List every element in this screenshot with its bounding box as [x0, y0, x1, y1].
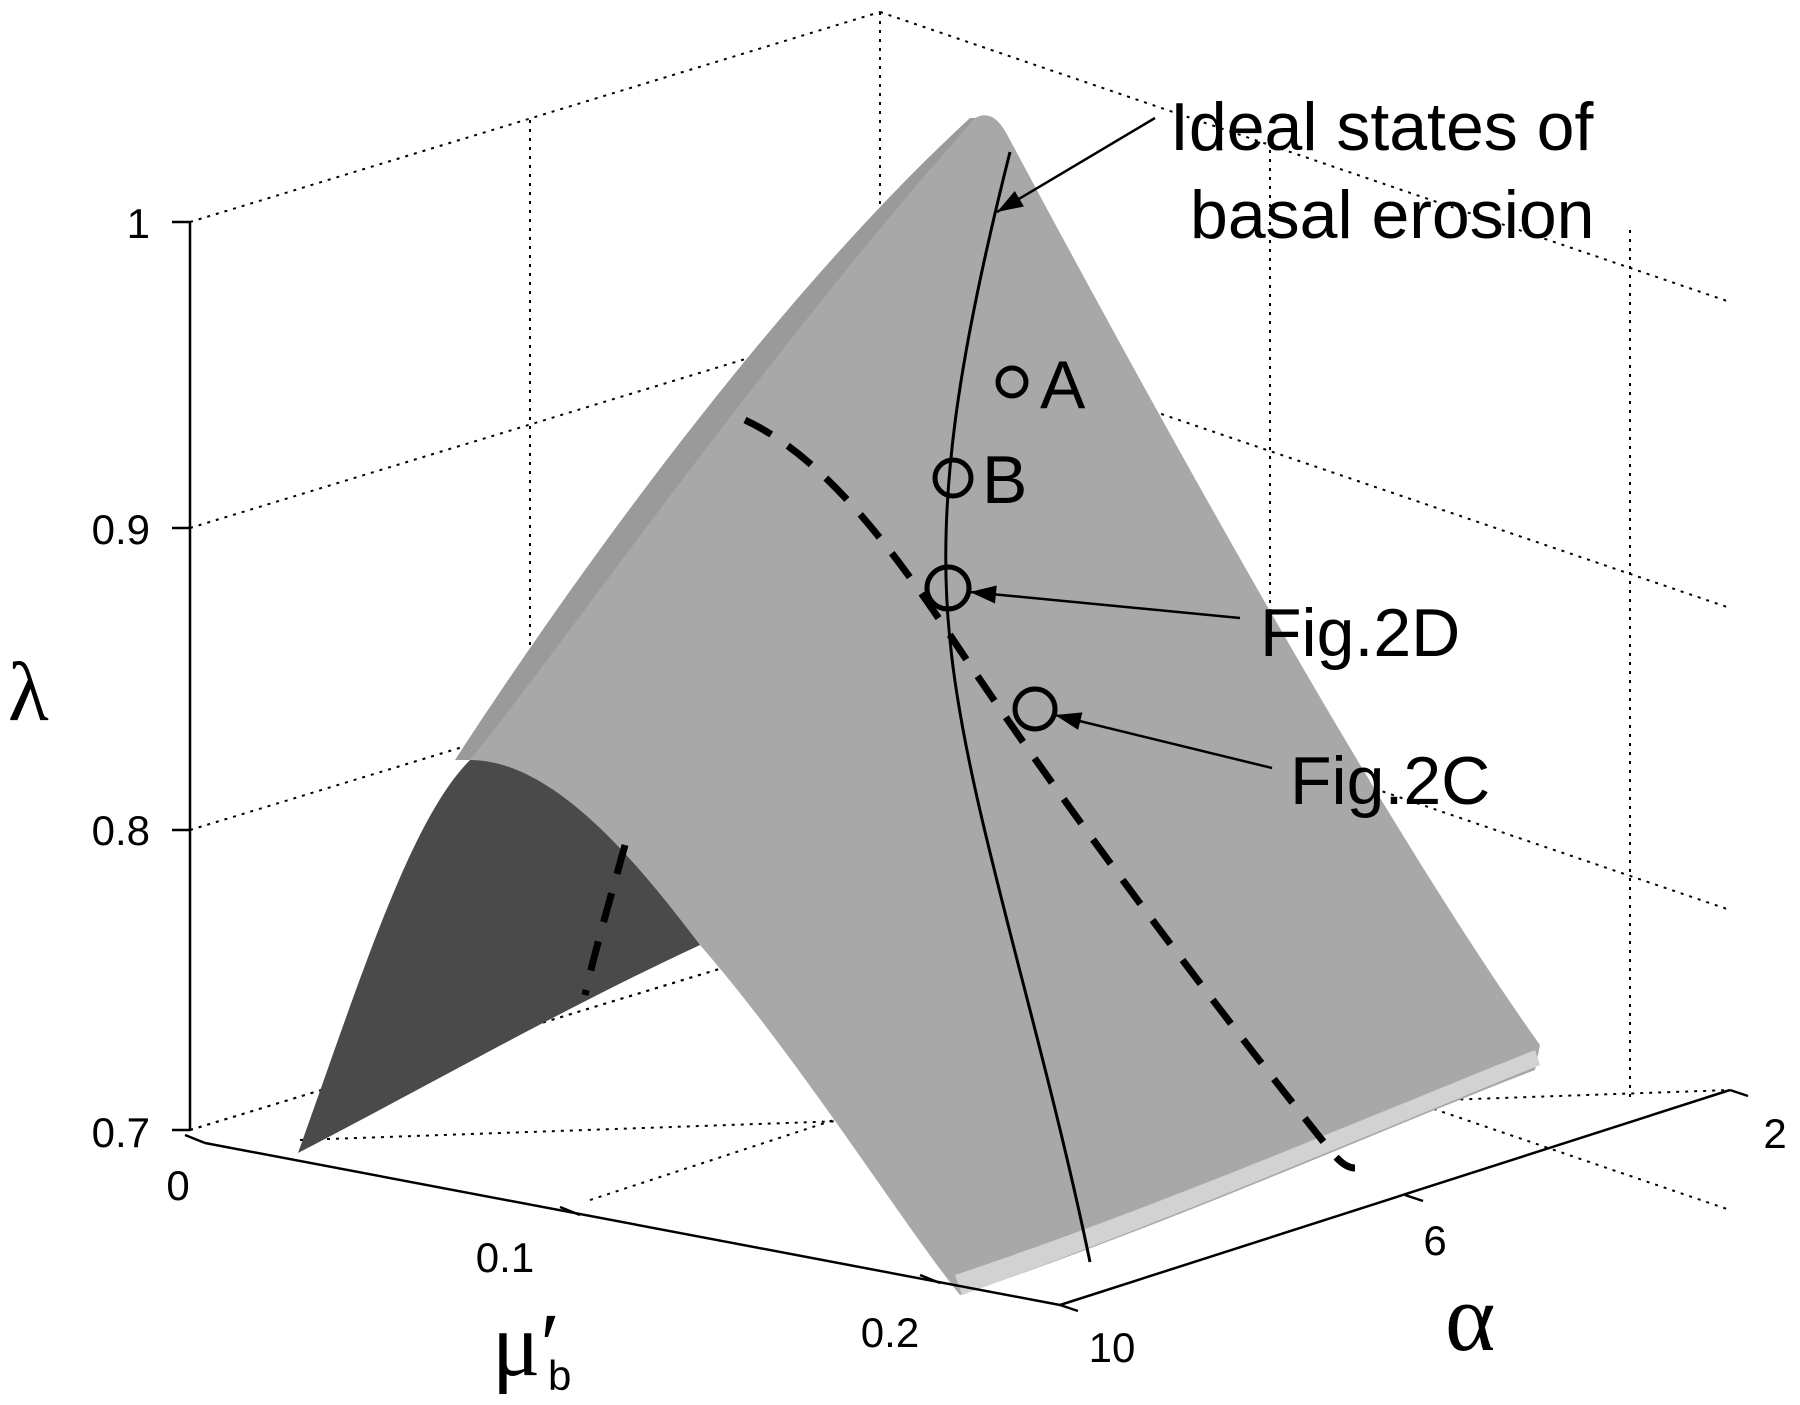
annotation-fig2c: Fig.2C [1290, 743, 1490, 819]
point-marker-b [932, 457, 974, 499]
curve-dashed-underside [581, 844, 629, 996]
x-axis-tick-0 [184, 1133, 206, 1145]
grid-line-back-right-0 [879, 11, 1731, 303]
arrow-fig2d-head [970, 585, 997, 604]
grid-line-back-right-2 [879, 619, 1731, 911]
z-tick-label-1: 0.8 [92, 807, 150, 854]
x-axis-line [204, 1141, 1061, 1307]
annotation-fig2d: Fig.2D [1260, 595, 1460, 671]
y-axis-tick-2 [1059, 1303, 1079, 1313]
y-axis-label: α [1445, 1264, 1495, 1371]
point-label-b: B [982, 442, 1027, 518]
y-tick-label-1: 6 [1423, 1217, 1446, 1264]
curves [581, 151, 1356, 1263]
y-tick-label-2: 10 [1089, 1324, 1136, 1371]
y-axis-tick-0 [1729, 1088, 1749, 1098]
point-marker-2 [924, 564, 972, 612]
y-tick-label-0: 2 [1763, 1110, 1786, 1157]
surface-right-face [470, 115, 1540, 1296]
point-marker-a [995, 365, 1029, 399]
annotation-ideal-line2: basal erosion [1190, 177, 1594, 253]
z-tick-label-0: 0.7 [92, 1109, 150, 1156]
arrow-fig2c-head [1055, 712, 1083, 730]
point-markers [924, 365, 1058, 732]
arrow-fig2d-shaft [969, 590, 1241, 620]
x-axis-label-subscript: b [548, 1352, 571, 1399]
z-axis-label: λ [8, 646, 49, 739]
arrow-ideal-states-head [997, 190, 1024, 212]
x-axis-tick-1 [559, 1205, 581, 1217]
grid-line-back-right-3 [879, 919, 1731, 1211]
grid-line-back-right-1 [879, 317, 1731, 609]
grid-line-back-left-1 [189, 317, 881, 529]
arrow-ideal-states-shaft [996, 116, 1156, 214]
surface [298, 115, 1540, 1296]
point-marker-3 [1012, 686, 1058, 732]
x-axis-label: μ′ [492, 1296, 560, 1395]
grid-line-back-left-0 [189, 11, 881, 223]
curve-ideal-states [944, 151, 1092, 1263]
z-tick-label-3: 1 [127, 200, 150, 247]
x-tick-label-1: 0.1 [476, 1234, 534, 1281]
z-tick-label-2: 0.9 [92, 506, 150, 553]
surface-underside [298, 750, 705, 1153]
axes [172, 220, 1749, 1313]
x-tick-label-0: 0 [166, 1162, 189, 1209]
arrow-fig2c-shaft [1054, 713, 1273, 770]
point-label-a: A [1040, 347, 1086, 423]
y-axis-tick-1 [1404, 1193, 1424, 1203]
surface-front-edge [955, 1050, 1540, 1295]
x-axis-tick-2 [919, 1273, 941, 1285]
annotation-arrows [969, 116, 1273, 770]
surface-left-slope [455, 118, 980, 760]
y-axis-line [1059, 1088, 1731, 1307]
annotation-ideal-line1: Ideal states of [1170, 89, 1593, 165]
x-tick-label-2: 0.2 [861, 1309, 919, 1356]
x-axis-label-main: μ′ [492, 1296, 560, 1395]
